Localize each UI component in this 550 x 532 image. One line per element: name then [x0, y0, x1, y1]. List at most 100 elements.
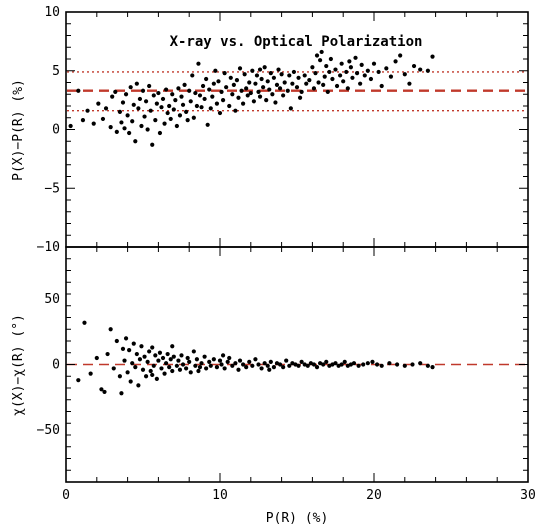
top-data-point [321, 82, 326, 87]
top-data-point [160, 96, 166, 102]
top-data-point [250, 68, 255, 73]
top-data-point [313, 71, 318, 76]
bottom-data-point [133, 365, 138, 370]
top-data-point [220, 98, 226, 103]
top-data-point [430, 54, 435, 59]
top-data-point [316, 80, 321, 85]
bottom-data-point [127, 348, 132, 353]
bottom-data-point [225, 359, 230, 364]
bottom-y-tick-label: −50 [37, 423, 60, 438]
top-data-point [350, 75, 355, 80]
bottom-data-point [425, 363, 430, 368]
bottom-data-point [305, 363, 310, 368]
top-data-point [307, 78, 312, 83]
top-data-point [140, 88, 146, 93]
top-data-point [176, 86, 181, 91]
top-data-point [282, 80, 287, 85]
top-data-point [304, 81, 309, 86]
bottom-data-point [314, 365, 320, 370]
top-data-point [113, 89, 118, 94]
top-data-point [145, 127, 150, 132]
bottom-data-point [324, 359, 329, 364]
bottom-data-point [271, 365, 276, 370]
top-data-point [231, 82, 236, 87]
top-data-point [228, 75, 233, 80]
bottom-data-point [111, 366, 116, 371]
x-tick-label: 0 [62, 488, 70, 503]
top-data-point [185, 118, 190, 123]
bottom-data-point [134, 351, 139, 357]
top-y-tick-label: 10 [44, 5, 60, 20]
top-y-tick-label: 5 [52, 64, 60, 79]
top-data-point [271, 75, 276, 80]
top-data-point [128, 85, 133, 90]
top-data-point [131, 102, 136, 107]
bottom-data-point [250, 363, 255, 368]
bottom-data-point [241, 362, 246, 367]
bottom-data-point [287, 363, 292, 368]
top-data-point [393, 59, 398, 64]
bottom-data-point [233, 361, 238, 366]
top-data-point [85, 108, 90, 113]
top-data-point [318, 58, 323, 63]
top-data-point [322, 74, 327, 79]
bottom-data-point [177, 367, 183, 372]
top-data-point [334, 83, 340, 89]
top-data-point [265, 79, 270, 84]
x-axis-label: P(R) (%) [266, 511, 329, 526]
top-data-point [319, 49, 324, 55]
top-data-point [119, 120, 124, 125]
top-y-tick-label: −5 [44, 181, 60, 196]
top-data-point [299, 89, 304, 94]
top-data-point [248, 90, 253, 96]
bottom-data-point [204, 366, 209, 371]
top-data-point [230, 92, 235, 97]
top-data-point [233, 108, 238, 113]
top-data-point [418, 67, 423, 72]
bottom-data-point [131, 341, 136, 346]
bottom-data-point [171, 354, 176, 359]
top-data-point [174, 123, 179, 129]
bottom-data-point [370, 359, 375, 364]
top-data-point [213, 68, 218, 73]
bottom-data-point [188, 370, 193, 375]
top-data-point [327, 69, 332, 75]
top-data-point [193, 90, 198, 96]
bottom-data-point [105, 351, 110, 357]
top-data-point [348, 65, 353, 70]
top-data-point [187, 88, 192, 93]
bottom-data-point [227, 355, 232, 361]
top-data-point [287, 73, 292, 78]
top-data-point [194, 103, 199, 109]
top-data-point [324, 63, 329, 69]
top-data-point [291, 69, 297, 75]
top-data-point [167, 103, 172, 109]
top-data-point [285, 88, 290, 93]
bottom-data-point [410, 362, 415, 367]
top-data-point [244, 86, 249, 91]
bottom-data-point [230, 363, 235, 368]
bottom-data-point [140, 367, 146, 372]
top-data-point [177, 113, 183, 118]
top-data-point [125, 113, 130, 118]
top-data-point [76, 88, 81, 93]
top-data-point [253, 81, 258, 86]
top-data-point [270, 92, 275, 97]
bottom-data-point [361, 362, 366, 367]
top-data-point [191, 115, 196, 120]
top-data-point [154, 101, 159, 106]
top-data-point [371, 61, 377, 66]
bottom-data-point [208, 363, 213, 368]
bottom-y-tick-label: 50 [44, 292, 60, 307]
bottom-data-point [236, 367, 241, 372]
top-data-point [345, 86, 350, 91]
top-data-point [110, 94, 115, 99]
bottom-data-point [137, 357, 143, 362]
top-data-point [122, 126, 127, 131]
top-data-point [310, 65, 315, 70]
bottom-data-point [356, 363, 361, 368]
top-data-point [134, 81, 139, 86]
bottom-data-point [123, 336, 129, 341]
top-y-tick-label: 0 [52, 123, 60, 138]
